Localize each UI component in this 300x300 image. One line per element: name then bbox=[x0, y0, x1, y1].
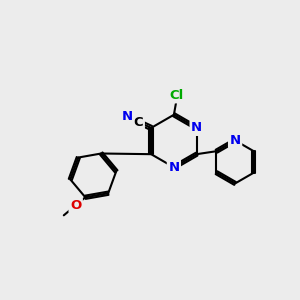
Text: N: N bbox=[122, 110, 133, 123]
Text: O: O bbox=[70, 199, 81, 212]
Text: Cl: Cl bbox=[169, 89, 183, 102]
Text: N: N bbox=[191, 122, 202, 134]
Text: C: C bbox=[134, 116, 143, 128]
Text: N: N bbox=[230, 134, 241, 147]
Text: N: N bbox=[168, 161, 179, 174]
